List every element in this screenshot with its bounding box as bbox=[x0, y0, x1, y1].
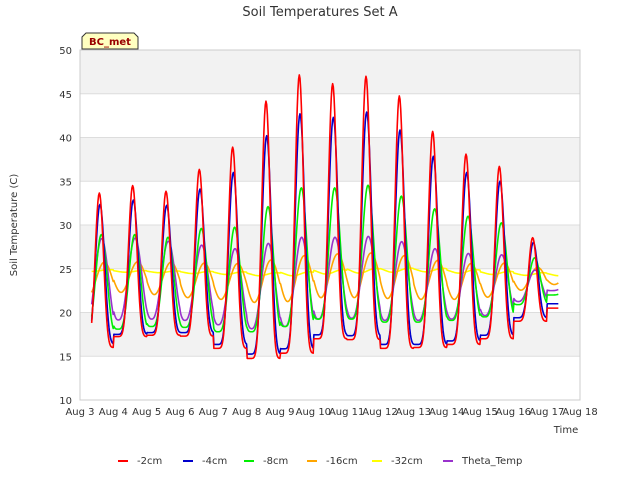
legend: -2cm -4cm -8cm -16cm -32cm Theta_Temp bbox=[118, 456, 522, 467]
y-tick-label: 35 bbox=[59, 177, 72, 188]
legend-label: -16cm bbox=[326, 456, 358, 467]
station-label: BC_met bbox=[89, 37, 131, 48]
y-tick-label: 25 bbox=[59, 265, 72, 276]
series-lines bbox=[90, 74, 559, 360]
y-tick-label: 50 bbox=[59, 46, 72, 57]
series-line-32cm bbox=[91, 267, 559, 277]
x-tick-label: Aug 8 bbox=[232, 407, 261, 418]
y-tick-label: 40 bbox=[59, 134, 72, 145]
legend-item-4cm: -4cm bbox=[183, 456, 227, 467]
y-tick-label: 20 bbox=[59, 309, 72, 320]
x-tick-labels: Aug 3 Aug 4 Aug 5 Aug 6 Aug 7 Aug 8 Aug 9 Aug 1… bbox=[65, 407, 597, 418]
x-tick-label: Aug 7 bbox=[199, 407, 228, 418]
y-axis-label: Soil Temperature (C) bbox=[9, 174, 20, 277]
x-tick-label: Aug 12 bbox=[362, 407, 397, 418]
x-tick-label: Aug 15 bbox=[462, 407, 497, 418]
legend-label: Theta_Temp bbox=[461, 456, 522, 467]
x-tick-label: Aug 18 bbox=[562, 407, 597, 418]
x-tick-label: Aug 13 bbox=[396, 407, 431, 418]
legend-label: -2cm bbox=[137, 456, 162, 467]
x-axis-label: Time bbox=[553, 425, 578, 436]
x-tick-label: Aug 9 bbox=[265, 407, 294, 418]
chart-title: Soil Temperatures Set A bbox=[242, 5, 397, 20]
y-tick-label: 30 bbox=[59, 221, 72, 232]
legend-label: -32cm bbox=[391, 456, 423, 467]
legend-item-2cm: -2cm bbox=[118, 456, 162, 467]
legend-label: -4cm bbox=[202, 456, 227, 467]
legend-item-theta: Theta_Temp bbox=[443, 456, 522, 467]
legend-label: -8cm bbox=[263, 456, 288, 467]
legend-item-16cm: -16cm bbox=[307, 456, 358, 467]
legend-item-32cm: -32cm bbox=[372, 456, 423, 467]
y-tick-label: 15 bbox=[59, 352, 72, 363]
x-tick-label: Aug 11 bbox=[329, 407, 364, 418]
x-tick-label: Aug 5 bbox=[132, 407, 161, 418]
plot-band bbox=[80, 50, 580, 94]
x-tick-label: Aug 3 bbox=[65, 407, 94, 418]
x-tick-label: Aug 4 bbox=[99, 407, 128, 418]
y-tick-label: 10 bbox=[59, 396, 72, 407]
x-tick-label: Aug 6 bbox=[165, 407, 194, 418]
y-tick-label: 45 bbox=[59, 90, 72, 101]
legend-item-8cm: -8cm bbox=[244, 456, 288, 467]
series-line-2cm bbox=[90, 74, 559, 360]
plot-frame bbox=[79, 49, 581, 401]
x-tick-label: Aug 16 bbox=[496, 407, 531, 418]
station-badge-box bbox=[81, 32, 139, 50]
y-tick-labels: 10 15 20 25 30 35 40 45 50 bbox=[59, 46, 72, 407]
x-tick-label: Aug 10 bbox=[296, 407, 331, 418]
x-tick-label: Aug 17 bbox=[529, 407, 564, 418]
plot-band bbox=[80, 312, 580, 357]
x-tick-label: Aug 14 bbox=[429, 407, 464, 418]
station-badge: BC_met bbox=[81, 32, 139, 50]
